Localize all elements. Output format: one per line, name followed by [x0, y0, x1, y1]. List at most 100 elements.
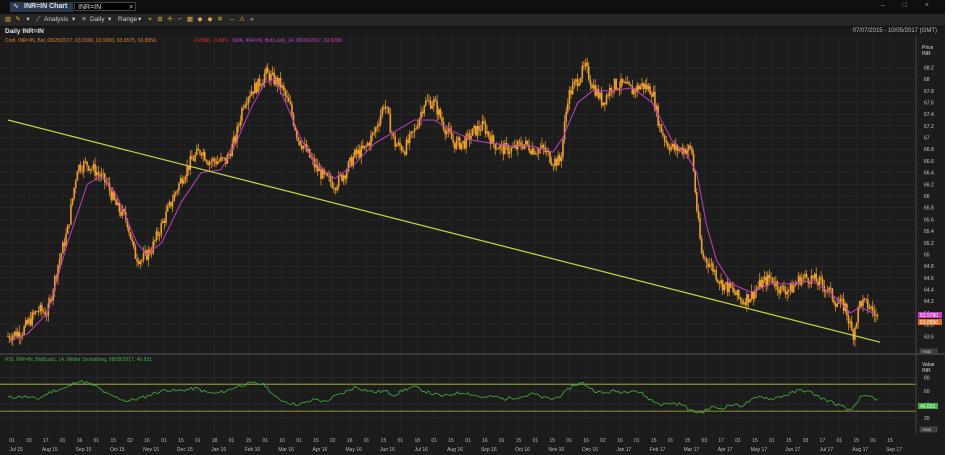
candle-body — [315, 164, 317, 168]
settings-icon[interactable]: ✲ — [217, 16, 223, 23]
candle-body — [600, 92, 603, 106]
candle-body — [850, 321, 853, 331]
window-controls[interactable]: – □ × — [880, 2, 937, 9]
candle-body — [707, 263, 709, 268]
range-dropdown-icon[interactable]: ▾ — [138, 16, 142, 23]
cursor-icon[interactable]: ⌖ — [148, 16, 152, 23]
date-tick-day: 15 — [550, 438, 556, 444]
trend-line[interactable] — [7, 119, 881, 343]
interval-dropdown-icon[interactable]: ▾ — [108, 16, 112, 23]
candle-body — [487, 131, 490, 137]
candle-body — [116, 202, 119, 206]
chart-type-icon[interactable]: ▥ — [4, 16, 12, 23]
candle-body — [421, 111, 424, 114]
search-icon[interactable]: ⌕ — [129, 2, 134, 11]
candle-body — [762, 280, 764, 288]
candle-body — [44, 312, 46, 316]
candle-body — [176, 190, 179, 193]
zoom-fit-icon[interactable]: ⇔ — [228, 16, 236, 23]
candle-body — [623, 81, 626, 83]
candle-body — [675, 145, 677, 150]
candle-body — [554, 158, 556, 166]
price-tick-label: 66 — [924, 194, 930, 200]
candle-body — [508, 152, 511, 154]
price-tick-label: 66.8 — [924, 147, 934, 153]
candle-body — [252, 91, 255, 94]
candle-body — [771, 277, 774, 283]
candle-body — [817, 282, 819, 286]
date-tick-day: 18 — [414, 438, 420, 444]
more-icon[interactable]: » — [250, 16, 254, 23]
candle-body — [562, 139, 564, 158]
candle-body — [278, 77, 280, 86]
interval-menu[interactable]: Daily — [90, 16, 105, 23]
grid-icon[interactable]: ▦ — [186, 16, 194, 23]
price-axis-title: Price — [922, 45, 934, 51]
candle-body — [542, 144, 545, 148]
chart-tab[interactable]: ∿ INR=IN Chart — [10, 2, 74, 12]
candle-body — [541, 144, 543, 149]
candle-body — [245, 103, 248, 105]
draw-tools-icon[interactable]: ✎ — [15, 16, 21, 23]
candle-body — [89, 169, 92, 171]
date-tick-day: 15 — [313, 438, 319, 444]
candle-body — [671, 143, 674, 147]
candle-body — [842, 298, 845, 311]
price-grid — [0, 36, 916, 434]
candle-body — [210, 161, 213, 163]
crosshair-icon[interactable]: ✛ — [167, 16, 173, 23]
dropdown-icon[interactable]: ▾ — [26, 16, 30, 23]
candle-body — [250, 91, 253, 96]
candle-body — [670, 146, 672, 151]
candle-body — [192, 159, 195, 161]
candle-body — [281, 85, 284, 88]
candle-body — [268, 72, 271, 81]
date-tick-month: Nov 16 — [548, 447, 564, 453]
candle-body — [733, 288, 735, 293]
candle-body — [460, 143, 463, 149]
candle-body — [60, 253, 63, 260]
candle-body — [42, 311, 45, 313]
rsi-value-badge-text: 46.831 — [920, 404, 936, 410]
candle-body — [300, 145, 303, 149]
alert-icon[interactable]: ⚠ — [239, 16, 245, 23]
price-tick-label: 65 — [924, 252, 930, 258]
candle-body — [334, 188, 337, 191]
rsi-auto-label: Auto — [922, 427, 932, 432]
candle-body — [863, 298, 866, 300]
rsi-auto-button[interactable] — [919, 426, 938, 433]
zoom-icon[interactable]: ⊞ — [157, 16, 163, 23]
candle-body — [120, 211, 122, 216]
candle-body — [810, 275, 813, 284]
candle-body — [71, 198, 74, 205]
date-tick-day: 16 — [144, 438, 150, 444]
date-tick-month: Oct 15 — [110, 447, 125, 453]
candle-body — [812, 275, 814, 279]
rsi-axis-unit: INR — [922, 368, 931, 374]
candle-body — [244, 104, 246, 108]
candle-body — [676, 145, 679, 151]
candle-body — [763, 276, 766, 281]
candle-body — [560, 157, 563, 162]
scroll-left-icon[interactable]: ◆ — [197, 16, 203, 23]
price-auto-button[interactable] — [919, 348, 938, 355]
date-tick-day: 03 — [26, 438, 32, 444]
candle-body — [183, 180, 185, 184]
scroll-right-icon[interactable]: ◆ — [207, 16, 213, 23]
analysis-dropdown-icon[interactable]: ▾ — [72, 16, 76, 23]
ric-input[interactable]: INR=IN — [74, 2, 136, 11]
candle-body — [605, 95, 608, 105]
range-menu[interactable]: Range — [118, 16, 138, 23]
chart-area[interactable]: 68.2 68 67.8 67.6 67.4 67.2 67 66.8 66.6 66.4 66.2… — [0, 36, 945, 455]
candle-body — [657, 106, 659, 126]
analysis-icon[interactable]: ⟋ — [36, 16, 41, 23]
candle-body — [362, 145, 364, 149]
interval-icon[interactable]: ≡ — [82, 16, 86, 23]
date-tick-day: 15 — [178, 438, 184, 444]
candle-body — [723, 284, 726, 291]
candle-body — [528, 144, 530, 151]
analysis-menu[interactable]: Analysis — [44, 16, 69, 23]
ruler-icon[interactable]: ⌐ — [178, 16, 182, 23]
date-tick-month: Jan 16 — [211, 447, 226, 453]
candle-body — [23, 326, 25, 335]
